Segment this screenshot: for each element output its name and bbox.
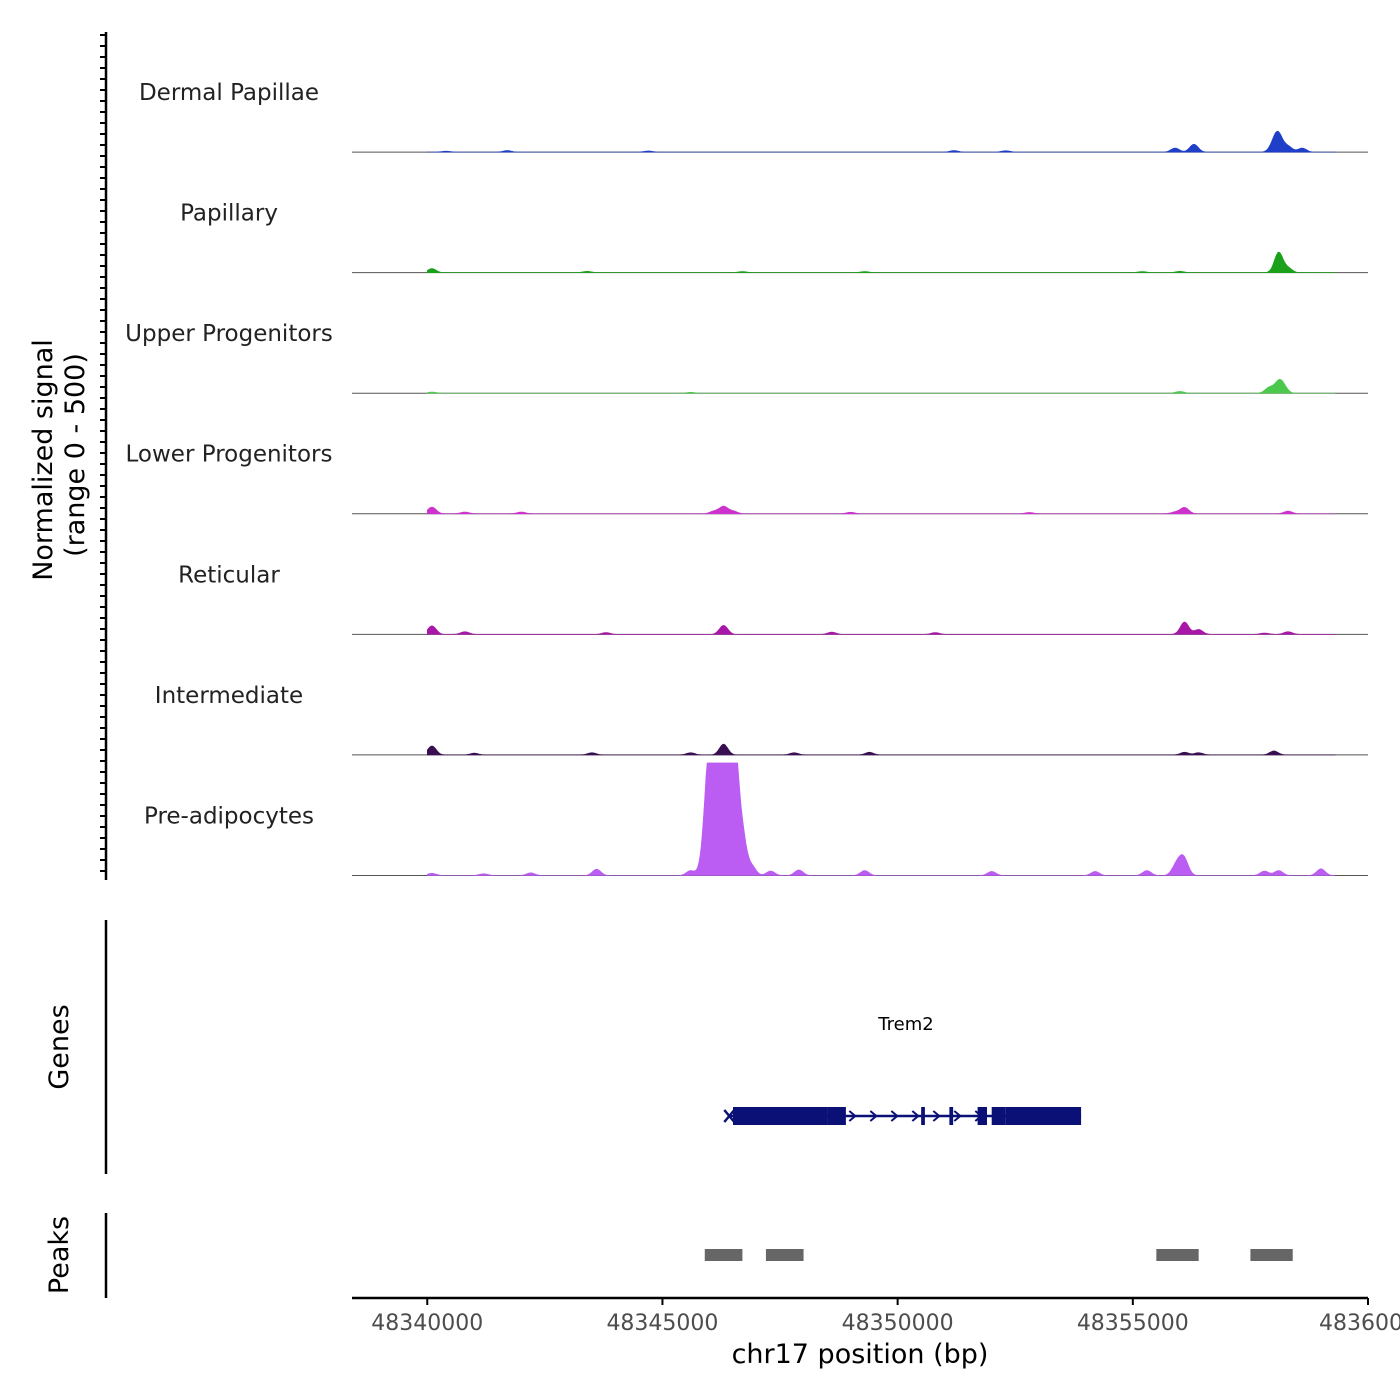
coverage-area [426,621,1336,635]
x-axis-title: chr17 position (bp) [732,1339,989,1370]
coverage-area [426,251,1336,273]
gene-exon [949,1107,954,1125]
genes-panel-title: Genes [44,1004,75,1089]
gene-exon [827,1107,846,1125]
gene-model: Trem2 [723,1014,1082,1125]
coverage-area [426,130,1336,153]
peaks-panel-title: Peaks [44,1216,75,1294]
coverage-tracks: Dermal Papillae Papillary Upper Progenitor… [125,80,1368,876]
track-label: Upper Progenitors [125,321,333,347]
coverage-track: Reticular [178,562,1368,635]
coverage-area [426,762,1336,876]
peak-regions [704,1249,1293,1261]
gene-annotations: Trem2 [723,1014,1082,1125]
gene-exon [977,1107,987,1125]
x-tick-label: 48340000 [371,1311,483,1336]
coverage-track: Lower Progenitors [126,442,1368,515]
track-label: Papillary [180,201,278,227]
y-axis-title-line1: Normalized signal [28,339,59,581]
coverage-area [426,378,1336,394]
strand-arrow-icon [869,1110,878,1122]
coverage-track: Intermediate [155,683,1368,756]
track-label: Reticular [178,562,280,588]
coverage-track: Pre-adipocytes [144,762,1368,876]
x-tick-label: 48345000 [606,1311,718,1336]
gene-exon [991,1107,1006,1125]
track-label: Pre-adipocytes [144,803,314,829]
x-tick-label: 4836000 [1319,1311,1400,1336]
peak-region [704,1249,743,1261]
y-axis-title-line2: (range 0 - 500) [60,353,91,557]
strand-arrow-icon [890,1110,899,1122]
signal-y-axis-ticks [100,34,106,872]
coverage-area [426,505,1336,515]
x-tick-label: 48355000 [1077,1311,1189,1336]
strand-arrow-icon [911,1110,920,1122]
track-label: Lower Progenitors [126,442,333,468]
gene-name-label: Trem2 [877,1014,933,1035]
gene-start-marker [723,1109,736,1123]
peak-region [1156,1249,1199,1261]
coverage-area [426,743,1336,756]
gene-exon [921,1107,925,1125]
strand-arrow-icon [953,1110,962,1122]
strand-arrow-icon [932,1110,941,1122]
x-axis-ticks: 48340000 48345000 48350000 48355000 4836000 [371,1298,1400,1336]
peak-region [1250,1249,1293,1261]
peak-region [765,1249,804,1261]
coverage-track: Upper Progenitors [125,321,1368,394]
strand-arrow-icon [848,1110,857,1122]
track-label: Dermal Papillae [139,80,319,106]
x-tick-label: 48350000 [842,1311,954,1336]
track-label: Intermediate [155,683,303,709]
gene-exon [1005,1107,1082,1125]
coverage-track: Papillary [180,201,1368,274]
coverage-track: Dermal Papillae [139,80,1368,153]
gene-exon [733,1107,828,1125]
